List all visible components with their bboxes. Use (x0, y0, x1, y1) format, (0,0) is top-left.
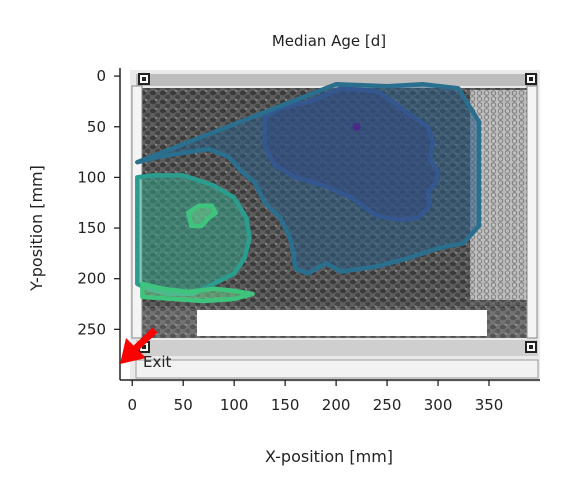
frame-bottom-bar (136, 340, 538, 356)
frame-tray (135, 359, 539, 379)
exit-label: Exit (143, 353, 172, 371)
x-tick-label: 250 (373, 396, 402, 414)
y-tick-label: 200 (77, 270, 106, 288)
contour-mid-1 (135, 81, 482, 276)
y-tick-label: 150 (77, 219, 106, 237)
exit-arrow-shaft (131, 327, 158, 353)
annotation-layer: Exit (120, 327, 172, 371)
corner-marker-dot (142, 345, 146, 349)
frame-top-bar (136, 74, 538, 86)
contour-layer (135, 81, 482, 304)
x-tick-label: 300 (424, 396, 453, 414)
axes: 0 50 100 150 200 250 300 350 0 50 100 150 200 250 (77, 67, 540, 414)
x-tick-label: 150 (271, 396, 300, 414)
y-tick-label: 50 (87, 118, 106, 136)
corner-marker-dot (529, 77, 533, 81)
x-tick-label: 100 (220, 396, 249, 414)
corner-marker-dot (142, 77, 146, 81)
minimum-marker (352, 122, 361, 131)
y-axis-label: Y-position [mm] (27, 165, 46, 292)
y-tick-label: 0 (96, 67, 106, 85)
x-tick-label: 50 (174, 396, 193, 414)
x-tick-label: 350 (475, 396, 504, 414)
contour-highest-4 (140, 281, 255, 304)
label-strip (197, 310, 487, 336)
chart-title: Median Age [d] (272, 32, 386, 50)
y-tick-label: 250 (77, 320, 106, 338)
y-tick-label: 100 (77, 168, 106, 186)
x-axis-label: X-position [mm] (265, 447, 393, 466)
contour-highest-3 (186, 203, 219, 229)
right-post (526, 85, 538, 339)
exit-arrow-head (120, 338, 146, 364)
corner-marker-dot (529, 345, 533, 349)
x-tick-label: 0 (127, 396, 137, 414)
x-tick-label: 200 (322, 396, 351, 414)
